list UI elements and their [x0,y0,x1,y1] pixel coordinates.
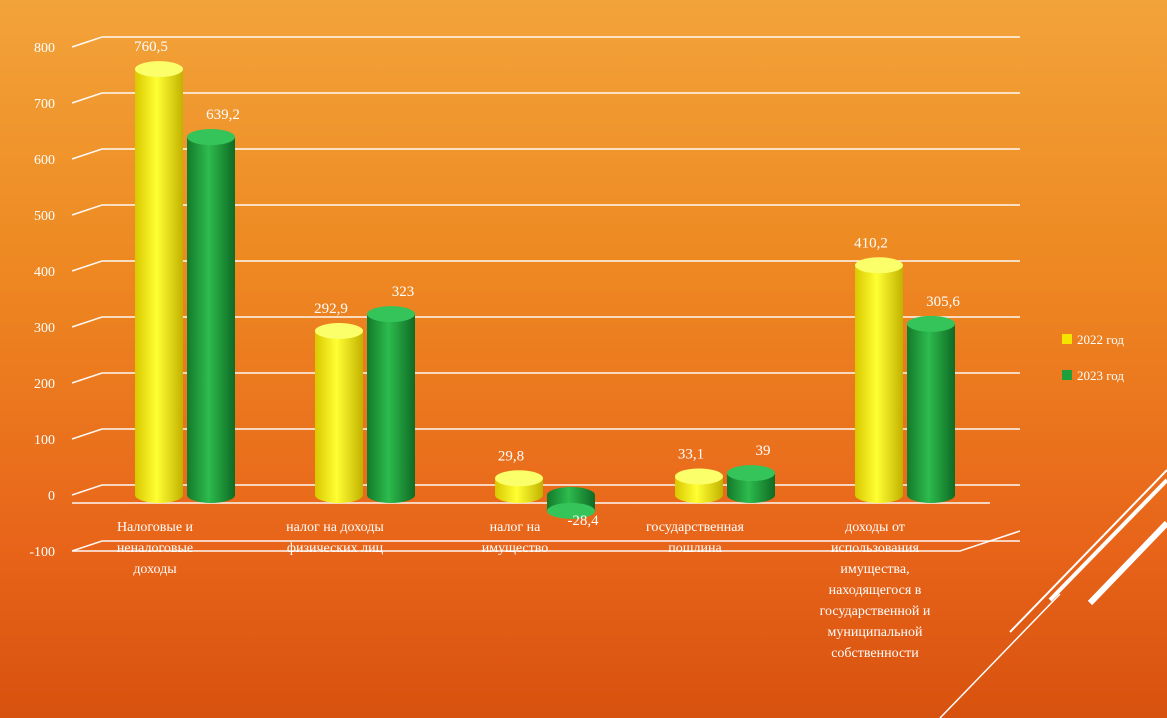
gridline [71,148,1020,160]
y-tick-label: 700 [34,97,55,112]
floor-bottom-edge [72,530,1021,552]
bar [315,330,363,495]
data-label: 323 [392,284,415,300]
category-label: Налоговые и неналоговые доходы [117,520,194,577]
gridline [71,92,1020,104]
legend-label: 2023 год [1077,368,1124,383]
gridline [71,540,1020,552]
category-labels: Налоговые и неналоговые доходы налог на дох… [117,520,931,661]
bar [907,323,955,495]
bar-base [907,487,955,503]
gridline [71,204,1020,216]
data-label: 292,9 [314,301,348,317]
data-label: 410,2 [854,235,888,251]
bar-cap [907,315,955,332]
bars [135,61,955,519]
gridline [71,260,1020,272]
y-tick-label: 200 [34,377,55,392]
data-label: 33,1 [678,446,704,462]
legend-swatch [1062,370,1072,380]
bar-base [367,487,415,503]
data-label: 305,6 [926,294,960,310]
y-tick-label: 0 [48,489,55,504]
bar-base [547,487,595,503]
category-label: налог на доходы физических лиц [286,520,384,556]
category-label: доходы от использования имущества, находяще… [820,520,931,661]
bar-cap [315,322,363,339]
bar-base [187,487,235,503]
bar [855,265,903,495]
bar-cap [135,61,183,78]
category-label: государственная пошлина [646,520,744,556]
bar-cap [675,468,723,485]
y-tick-label: 500 [34,209,55,224]
bar-cap [855,257,903,274]
gridline [71,36,1020,48]
y-tick-label: 600 [34,153,55,168]
bar-cap [187,129,235,146]
y-tick-label: 800 [34,41,55,56]
bar-base [675,487,723,503]
data-label: 29,8 [498,448,524,464]
bar-base [495,487,543,503]
legend: 2022 год 2023 год [1062,332,1124,383]
y-tick-label: 300 [34,321,55,336]
data-label: -28,4 [567,513,599,529]
legend-label: 2022 год [1077,332,1124,347]
bar-base [727,487,775,503]
bar-cap [367,306,415,323]
bar [187,137,235,495]
bar-cap [495,470,543,487]
y-tick-label: -100 [29,545,55,560]
gridline [71,428,1020,440]
gridline [71,316,1020,328]
y-tick-label: 400 [34,265,55,280]
bar [135,69,183,496]
y-axis-ticks: -100 0 100 200 300 400 500 600 700 800 [29,41,55,560]
bar-cap [727,465,775,482]
bar [367,314,415,495]
legend-swatch [1062,334,1072,344]
bar-cap [547,502,595,519]
bar-base [315,487,363,503]
bar-base [135,487,183,503]
gridline [71,372,1020,384]
bar-base [855,487,903,503]
data-label: 39 [756,443,771,459]
data-label: 639,2 [206,107,240,123]
background-decoration [939,469,1167,718]
category-label: налог на имущество [482,520,549,556]
gridlines [71,36,1021,552]
y-tick-label: 100 [34,433,55,448]
data-label: 760,5 [134,39,168,55]
data-labels: 760,5 292,9 29,8 33,1 410,2 639,2 323 -28,4 39 30… [134,39,960,529]
